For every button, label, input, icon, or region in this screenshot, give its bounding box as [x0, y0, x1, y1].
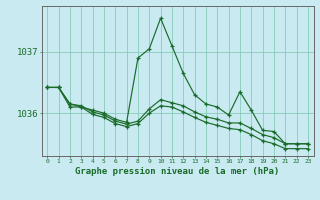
X-axis label: Graphe pression niveau de la mer (hPa): Graphe pression niveau de la mer (hPa): [76, 167, 280, 176]
